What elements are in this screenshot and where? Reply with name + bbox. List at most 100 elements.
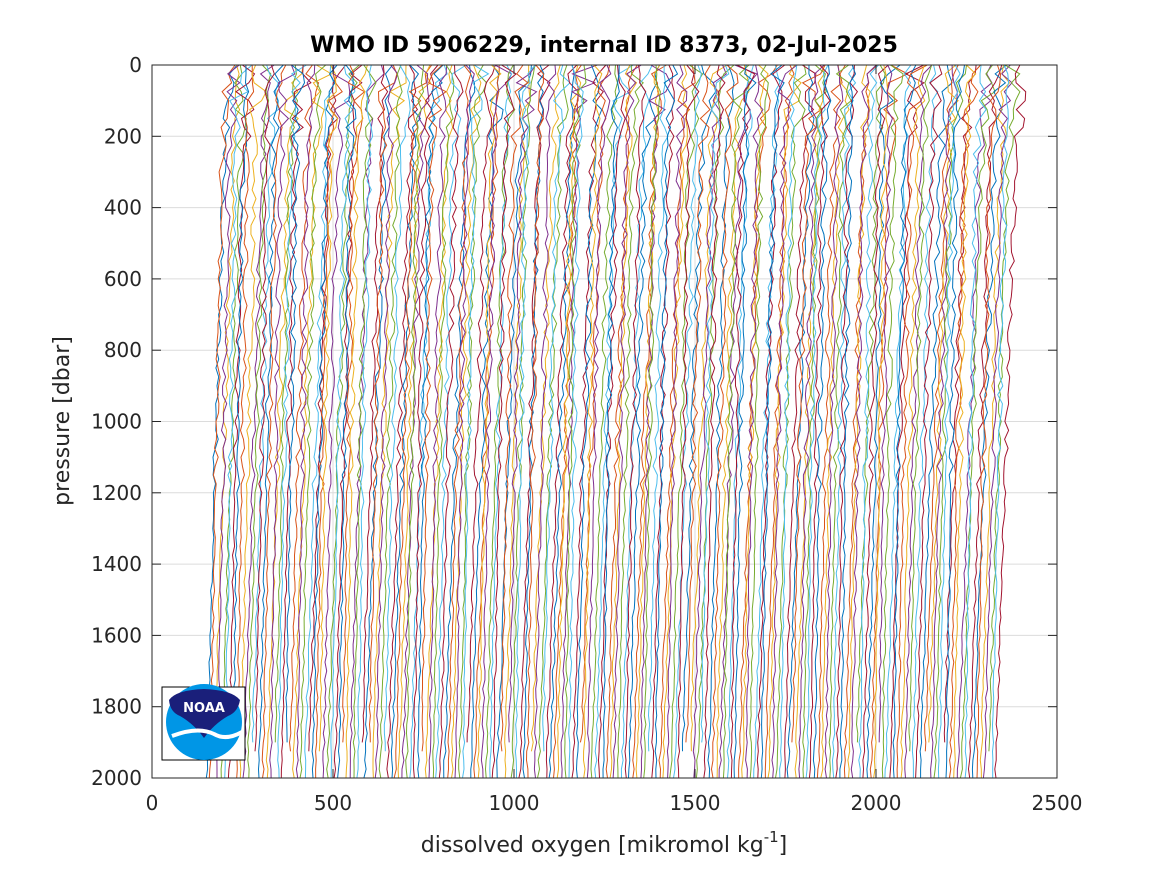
profile-line [496,64,532,779]
profile-line [378,64,403,779]
plot-area [151,64,1058,779]
profile-line [390,64,422,779]
x-axis-label-superscript: -1 [764,828,779,846]
profile-line [820,64,850,779]
profile-line [722,64,751,779]
profile-line [582,64,603,779]
profile-line [322,64,351,779]
profile-line [666,64,688,779]
profile-line [451,64,482,779]
profile-line [292,64,333,779]
profile-line [760,64,785,779]
profile-line [602,64,620,779]
profile-line [953,64,977,779]
profile-line [692,64,727,779]
profile-line [311,64,338,779]
profile-line [915,64,943,779]
profile-line [542,64,571,752]
profile-line [568,64,584,779]
y-tick-label: 600 [104,267,142,291]
profile-line [605,64,638,779]
profile-line [858,64,879,779]
profile-line [835,64,859,779]
profile-line [616,64,644,779]
profile-line [383,64,411,752]
profile-line [677,64,700,779]
profile-line [771,64,798,779]
profile-line [643,64,661,779]
profile-line [975,64,1002,779]
profile-line [545,64,579,779]
profile-line [745,64,764,779]
axis-ticks [151,64,1058,779]
logo-text: NOAA [183,701,225,716]
profile-line [956,64,993,779]
profile-line [333,64,363,779]
profile-line [224,64,253,779]
profile-line [703,64,726,779]
profile-line [484,64,516,779]
x-axis-label: dissolved oxygen [mikromol kg-1] [421,828,788,858]
profile-line [808,64,831,779]
profile-line [285,64,306,743]
profile-line [647,64,669,752]
profile-line [784,64,817,779]
profile-line [438,64,464,779]
profile-line [798,64,825,779]
profile-line [216,64,241,778]
profile-line [424,64,454,779]
profile-line [401,64,430,779]
x-axis-label-suffix: ] [779,833,788,858]
profile-line [919,64,953,778]
x-tick-label: 1500 [670,791,721,815]
profile-line [775,64,807,779]
profile-line [533,64,557,779]
profile-line [480,64,513,779]
profile-line [500,64,529,752]
profile-line [277,64,307,779]
profile-line [681,64,717,752]
profile-line [393,64,433,779]
profile-line [881,64,904,779]
profile-line [417,64,444,779]
profile-line [421,64,447,752]
profile-line [948,64,981,779]
profile-line [889,64,925,779]
profile-line [945,64,965,779]
profile-line [892,64,917,779]
profile-line [428,64,448,779]
y-tick-label: 2000 [91,766,142,790]
profile-line [612,64,642,779]
profile-line [247,64,272,779]
profile-line [609,64,638,779]
y-tick-labels: 0 200 400 600 800 1000 1200 1400 1600 1800 2000 [91,53,142,790]
profile-line [372,64,407,779]
y-axis-label: pressure [dbar] [50,336,75,506]
profile-line [356,64,374,779]
profile-line [579,64,611,743]
profile-line [345,64,368,779]
profile-line [805,64,829,779]
profile-line [257,64,284,779]
x-tick-labels: 0 500 1000 1500 2000 2500 [146,791,1083,815]
y-tick-label: 1200 [91,481,142,505]
profile-line [658,64,696,779]
profile-line [462,64,490,779]
profile-line [288,64,320,752]
profile-line [265,64,304,779]
chart-title: WMO ID 5906229, internal ID 8373, 02-Jul… [310,33,898,58]
profile-line [632,64,667,779]
profile-line [779,64,798,779]
profile-line [590,64,619,779]
profile-line [510,64,536,779]
profile-line [251,64,279,743]
profile-line [304,64,335,779]
profile-line [994,64,1027,779]
profile-line [933,64,967,779]
profile-line [235,64,255,779]
profile-line [525,64,545,779]
profile-line [337,64,357,779]
profile-line [269,64,296,779]
y-tick-label: 1400 [91,552,142,576]
